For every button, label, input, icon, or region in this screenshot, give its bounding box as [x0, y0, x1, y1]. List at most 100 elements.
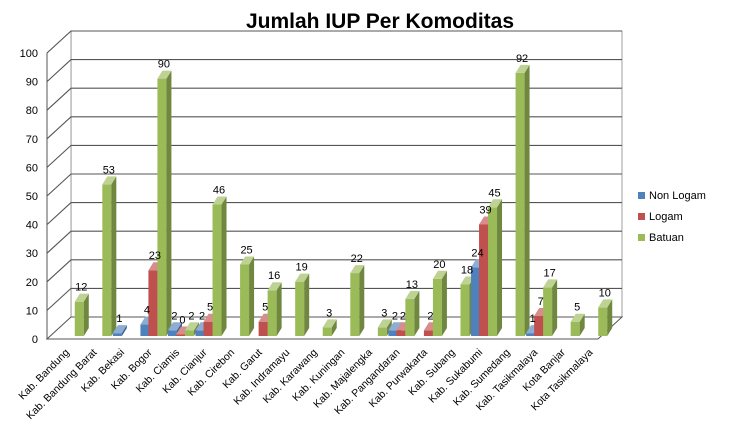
gridline: [46, 259, 622, 283]
bar-top: [350, 265, 365, 274]
bar-side: [497, 199, 503, 336]
gridline: [46, 116, 622, 140]
bar-top: [295, 273, 310, 282]
bar-batuan: [267, 282, 282, 336]
gridline: [46, 144, 622, 168]
bar-batuan: [488, 199, 503, 336]
legend-label: Non Logam: [649, 190, 706, 202]
bars: [74, 64, 613, 336]
bar-front: [167, 330, 177, 336]
bar-front: [479, 224, 489, 336]
bar-front: [488, 207, 498, 336]
bar-top: [267, 282, 282, 291]
bar-side: [121, 325, 127, 336]
y-tick-label: 40: [26, 220, 38, 232]
bar-batuan: [515, 64, 530, 336]
chart-title: Jumlah IUP Per Komoditas: [246, 10, 514, 33]
y-tick-label: 0: [32, 334, 38, 346]
legend-item: Non Logam: [638, 190, 706, 202]
y-tick-label: 30: [26, 248, 38, 260]
bar-top: [405, 290, 420, 299]
bar-side: [166, 70, 172, 336]
y-tick-label: 20: [26, 277, 38, 289]
y-tick-label: 100: [20, 48, 38, 60]
data-label: 92: [516, 53, 528, 65]
data-label: 39: [479, 204, 491, 216]
bar-front: [157, 78, 167, 336]
bar-front: [570, 321, 580, 336]
gridline: [46, 230, 622, 254]
data-label: 0: [179, 315, 185, 327]
data-label: 17: [544, 267, 556, 279]
data-label: 23: [149, 250, 161, 262]
bar-batuan: [74, 293, 89, 336]
data-label: 53: [103, 164, 115, 176]
data-label: 20: [433, 259, 445, 271]
data-label: 90: [158, 59, 170, 71]
y-tick-label: 90: [26, 77, 38, 89]
bar-batuan: [598, 299, 613, 336]
gridline: [46, 30, 622, 54]
bar-front: [258, 321, 268, 336]
data-label: 2: [392, 310, 398, 322]
legend-label: Logam: [649, 211, 683, 223]
bar-top: [74, 293, 89, 302]
data-label: 3: [326, 307, 332, 319]
bar-side: [276, 282, 282, 336]
bar-front: [388, 330, 398, 336]
bar-front: [148, 270, 158, 336]
data-label: 2: [171, 310, 177, 322]
data-label: 7: [538, 296, 544, 308]
bar-front: [102, 184, 112, 336]
bar-batuan: [157, 70, 172, 336]
legend-swatch: [638, 213, 645, 220]
data-label: 19: [296, 262, 308, 274]
y-tick-label: 70: [26, 134, 38, 146]
bar-top: [377, 319, 392, 328]
bar-batuan: [295, 273, 310, 336]
data-label: 2: [199, 310, 205, 322]
bar-side: [249, 256, 255, 336]
bar-batuan: [102, 176, 117, 336]
bar-front: [140, 324, 150, 336]
gridline: [46, 202, 622, 226]
bar-top: [184, 322, 199, 331]
bar-front: [184, 330, 194, 336]
bar-front: [240, 264, 250, 336]
bar-top: [515, 64, 530, 73]
data-label: 2: [400, 310, 406, 322]
bar-top: [388, 322, 403, 331]
bar-front: [405, 298, 415, 336]
data-label: 4: [144, 305, 150, 317]
bar-side: [552, 279, 558, 336]
bar-top: [570, 313, 585, 322]
bar-top: [598, 299, 613, 308]
bar-front: [203, 321, 213, 336]
bar-side: [441, 270, 447, 336]
bar-side: [331, 319, 337, 336]
bar-side: [304, 273, 310, 336]
bar-front: [175, 334, 185, 336]
bar-side: [579, 313, 585, 336]
bar-front: [112, 333, 122, 336]
data-label: 5: [207, 302, 213, 314]
data-label: 3: [381, 307, 387, 319]
bar-front: [460, 284, 470, 336]
bar-batuan: [543, 279, 558, 336]
data-label: 5: [262, 302, 268, 314]
y-tick-label: 60: [26, 162, 38, 174]
bar-top: [432, 270, 447, 279]
bar-top: [212, 196, 227, 205]
bar-batuan: [432, 270, 447, 336]
legend-swatch: [638, 192, 645, 199]
bar-side: [111, 176, 117, 336]
bar-side: [359, 265, 365, 336]
bar-side: [386, 319, 392, 336]
bar-batuan: [322, 319, 337, 336]
bar-front: [526, 333, 536, 336]
data-label: 2: [188, 310, 194, 322]
data-label: 16: [268, 270, 280, 282]
gridline: [46, 59, 622, 83]
